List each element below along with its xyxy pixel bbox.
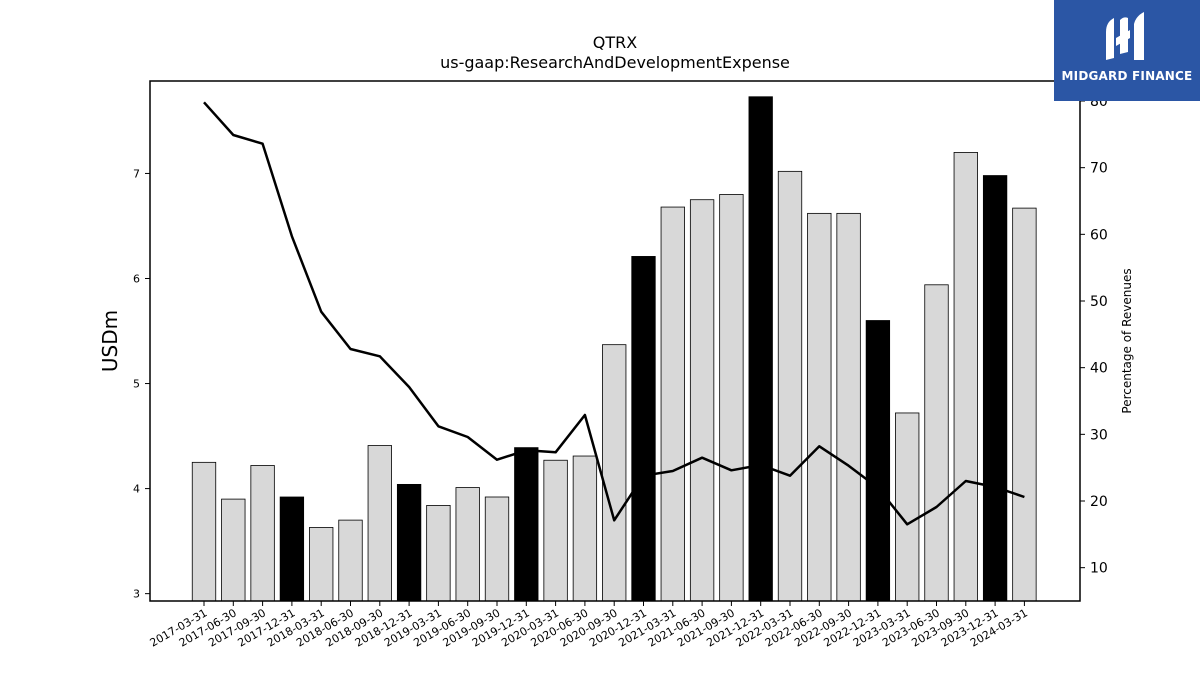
bar-2019-03-31 [426,505,451,602]
y-tick-right-label: 30 [1090,427,1108,443]
bar-2021-09-30 [719,194,744,602]
y-tick-left-label: 3 [133,588,140,601]
bar-2018-09-30 [367,445,392,602]
bar-2018-12-31 [396,483,422,602]
y-tick-right-label: 10 [1090,561,1108,577]
y-tick-right-label: 40 [1090,361,1108,377]
percentage-line [203,101,1025,526]
bar-2020-09-30 [602,344,627,602]
y-tick-left-label: 4 [133,483,140,496]
bar-2023-06-30 [924,284,949,602]
bar-2017-06-30 [221,498,246,602]
chart-title: QTRX [593,33,637,52]
y-tick-right-label: 20 [1090,494,1108,510]
bar-2020-12-31 [631,256,656,602]
bar-2022-03-31 [777,170,803,602]
bar-series [191,96,1037,602]
x-axis: 2017-03-312017-06-302017-09-302017-12-31… [148,601,1030,650]
bar-2021-03-31 [660,206,685,602]
bar-2019-06-30 [455,487,480,602]
bar-2023-12-31 [982,175,1008,602]
bar-2022-06-30 [807,212,832,602]
bar-2018-03-31 [309,527,334,602]
y-tick-left-label: 7 [133,167,140,180]
y-axis-label-left: USDm [98,310,122,372]
bar-2022-12-31 [865,320,891,602]
plot-frame [149,80,1081,602]
y-tick-right-label: 70 [1090,161,1108,177]
y-tick-left-label: 5 [133,378,140,391]
bar-2019-12-31 [514,447,539,602]
chart-subtitle: us-gaap:ResearchAndDevelopmentExpense [440,53,790,72]
bar-2020-03-31 [543,459,568,602]
bar-2020-06-30 [572,455,598,602]
bar-2017-09-30 [250,465,275,602]
bar-2017-12-31 [279,496,305,602]
bar-2023-09-30 [953,152,978,602]
y-tick-right-label: 50 [1090,294,1108,310]
y-tick-left-label: 6 [133,272,140,285]
bar-2024-03-31 [1012,207,1037,602]
bar-2021-12-31 [748,96,773,602]
bar-2018-06-30 [338,519,363,602]
brand-logo: MIDGARD FINANCE [1054,0,1200,101]
y-axis-label-right: Percentage of Revenues [1120,268,1134,413]
bar-2022-09-30 [836,212,861,602]
bar-2017-03-31 [191,461,217,602]
y-tick-right-label: 60 [1090,227,1108,243]
bar-2021-06-30 [689,199,715,602]
midgard-m-logo-icon [1106,12,1144,60]
bar-2023-03-31 [895,412,920,602]
y-axis-left: 3 4 5 6 7 [133,167,150,601]
line-series [203,101,1025,526]
brand-name: MIDGARD FINANCE [1061,69,1193,83]
bar-2019-09-30 [484,496,510,602]
